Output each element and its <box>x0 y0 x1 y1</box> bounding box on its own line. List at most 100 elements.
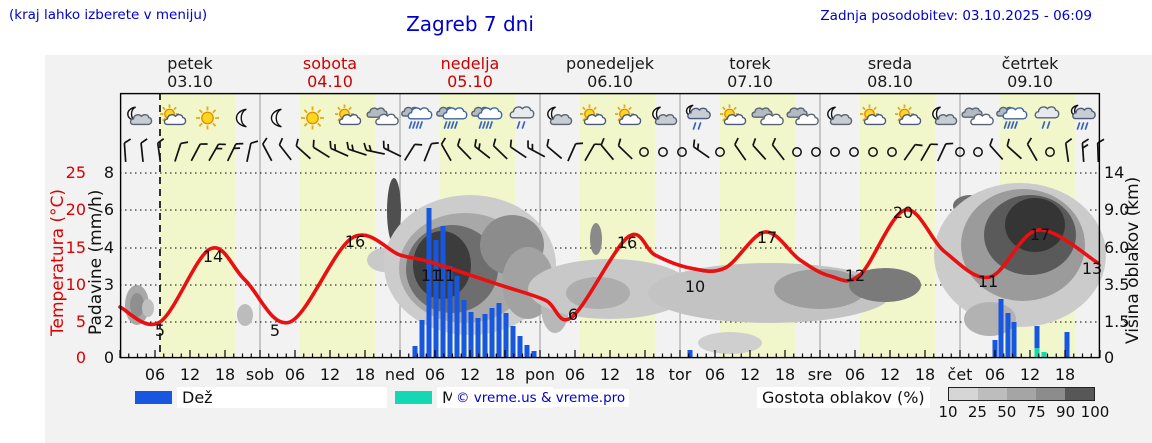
wind-barb-icon <box>771 137 785 161</box>
axis-tick-label: 10 <box>65 275 86 294</box>
svg-text:sob: sob <box>246 365 274 384</box>
weather-icon-sun-cloud <box>580 104 607 126</box>
svg-text:06: 06 <box>285 365 305 384</box>
rain-bar <box>461 300 467 358</box>
svg-text:18: 18 <box>495 365 515 384</box>
svg-text:06: 06 <box>145 365 165 384</box>
wind-barb-icon <box>382 140 402 158</box>
copyright-link[interactable]: © vreme.us & vreme.pro <box>452 389 630 407</box>
wind-barb-icon <box>903 143 923 161</box>
wind-barb-icon <box>1026 137 1038 162</box>
axis-tick-label: 0 <box>1104 348 1115 367</box>
weather-icon-moon-cloud <box>827 106 853 126</box>
rain-bar <box>1011 322 1017 358</box>
temp-value-label: 10 <box>685 277 705 296</box>
wind-calm-icon <box>658 147 668 157</box>
wind-barb-icon <box>527 140 546 158</box>
temp-value-label: 14 <box>203 247 223 266</box>
wind-calm-icon <box>849 147 859 157</box>
wind-barb-icon <box>329 140 349 157</box>
weather-icon-moon-cloud <box>652 106 678 126</box>
wind-barb-icon <box>140 138 148 163</box>
weather-icon-sun-cloud <box>860 104 887 126</box>
wind-barb-icon <box>617 138 633 160</box>
rain-bar <box>440 226 446 358</box>
wind-barb-icon <box>734 137 747 161</box>
svg-text:18: 18 <box>1055 365 1075 384</box>
rain-bar <box>1064 332 1070 358</box>
wind-barb-icon <box>1081 138 1090 163</box>
weather-icon-drizzle <box>509 106 535 129</box>
cloud-scale-tick: 75 <box>1026 403 1046 421</box>
day-name: torek <box>729 54 771 73</box>
day-date: 06.10 <box>587 72 633 91</box>
menu-hint: (kraj lahko izberete v meniju) <box>9 7 208 23</box>
rain-bar <box>998 299 1004 358</box>
weather-icon-moon <box>235 108 247 128</box>
day-date: 04.10 <box>307 72 353 91</box>
svg-text:12: 12 <box>600 365 620 384</box>
rain-bar <box>419 320 425 358</box>
daylight-band <box>860 93 935 358</box>
temp-value-label: 11 <box>435 266 455 285</box>
day-name: ponedeljek <box>566 54 654 73</box>
wind-barb-icon <box>226 142 244 162</box>
axis-tick-label: 2 <box>103 312 114 331</box>
day-header-torek: torek 07.10 <box>680 55 820 91</box>
cloud-scale-segment <box>949 388 978 400</box>
axis-tick-label: 0 <box>103 348 114 367</box>
weather-icon-sun-cloud <box>895 104 922 126</box>
weather-icon-moon-cloud <box>127 106 153 126</box>
rain-bar <box>510 326 516 358</box>
day-date: 09.10 <box>1007 72 1053 91</box>
svg-text:18: 18 <box>215 365 235 384</box>
day-header-sreda: sreda 08.10 <box>820 55 960 91</box>
rain-legend-label: Dež <box>177 387 387 408</box>
weather-icon-rain <box>996 106 1028 129</box>
day-date: 05.10 <box>447 72 493 91</box>
weather-icon-moon-drizzle <box>685 104 711 130</box>
wind-barb-icon <box>262 137 273 162</box>
cloud-scale-tick: 50 <box>997 403 1017 421</box>
day-name: sobota <box>302 54 358 73</box>
axis-tick-label: 1.5 <box>1104 312 1130 331</box>
axis-tick-label: 0 <box>75 348 86 367</box>
svg-text:12: 12 <box>460 365 480 384</box>
svg-text:06: 06 <box>845 365 865 384</box>
wind-barb-icon <box>174 141 189 162</box>
temp-value-label: 11 <box>421 266 441 285</box>
weather-icon-drizzle <box>1034 106 1060 129</box>
wind-barb-icon <box>278 137 292 161</box>
rain-legend-swatch <box>135 391 172 404</box>
wind-barb-icon <box>346 141 367 156</box>
rain-bar <box>482 314 488 358</box>
wind-calm-icon <box>792 147 802 157</box>
wind-barb-icon <box>492 138 508 160</box>
wind-barb-icon <box>1064 138 1073 163</box>
day-date: 03.10 <box>167 72 213 91</box>
wind-calm-icon <box>639 147 649 157</box>
svg-text:18: 18 <box>635 365 655 384</box>
wind-barb-icon <box>363 142 385 155</box>
day-date: 07.10 <box>727 72 773 91</box>
svg-text:06: 06 <box>985 365 1005 384</box>
temp-value-label: 16 <box>617 233 637 252</box>
svg-text:12: 12 <box>1020 365 1040 384</box>
wind-calm-icon <box>1045 147 1055 157</box>
weather-icon-clouds <box>366 107 399 126</box>
wind-calm-icon <box>811 147 821 157</box>
wind-barb-icon <box>546 138 563 160</box>
rain-bar <box>489 308 495 358</box>
wind-barb-icon <box>920 143 938 162</box>
weather-icon-rain <box>471 106 503 129</box>
axis-tick-label: 3.5 <box>1104 275 1130 294</box>
wind-barb-icon <box>509 139 527 159</box>
weather-icon-sun-cloud <box>160 104 187 126</box>
precip-axis-title: Padavine (mm/h) <box>86 189 106 336</box>
svg-text:tor: tor <box>669 365 692 384</box>
cloud-density-scale <box>948 387 1095 401</box>
wind-barb-icon <box>403 143 423 161</box>
axis-tick-label: 20 <box>65 200 86 219</box>
